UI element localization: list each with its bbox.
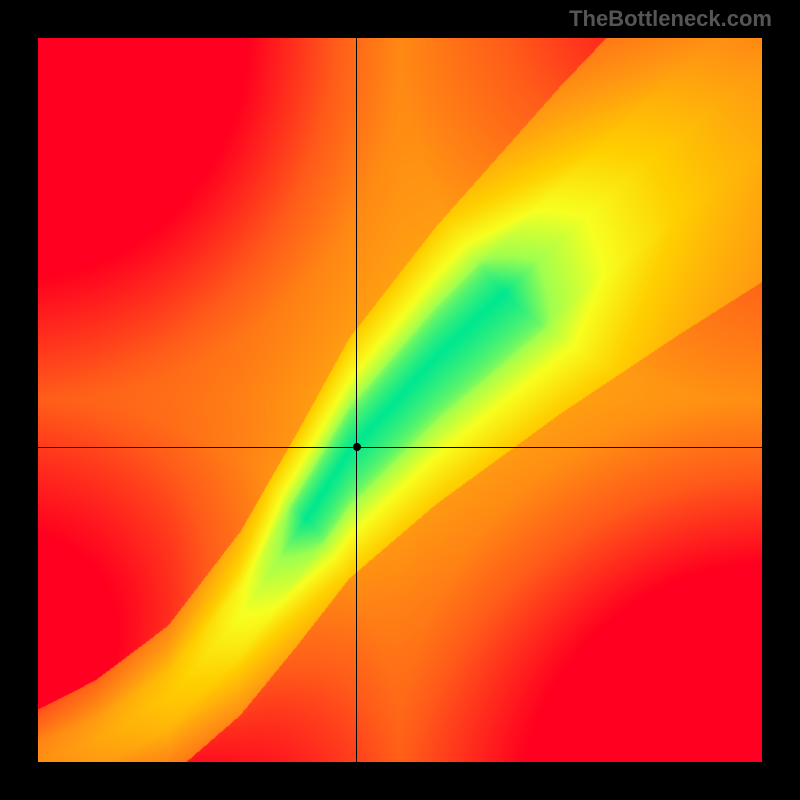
crosshair-marker: [353, 443, 361, 451]
crosshair-horizontal: [38, 447, 762, 448]
plot-area: [38, 38, 762, 762]
crosshair-vertical: [356, 38, 357, 762]
watermark-text: TheBottleneck.com: [569, 6, 772, 32]
heatmap-canvas: [38, 38, 762, 762]
